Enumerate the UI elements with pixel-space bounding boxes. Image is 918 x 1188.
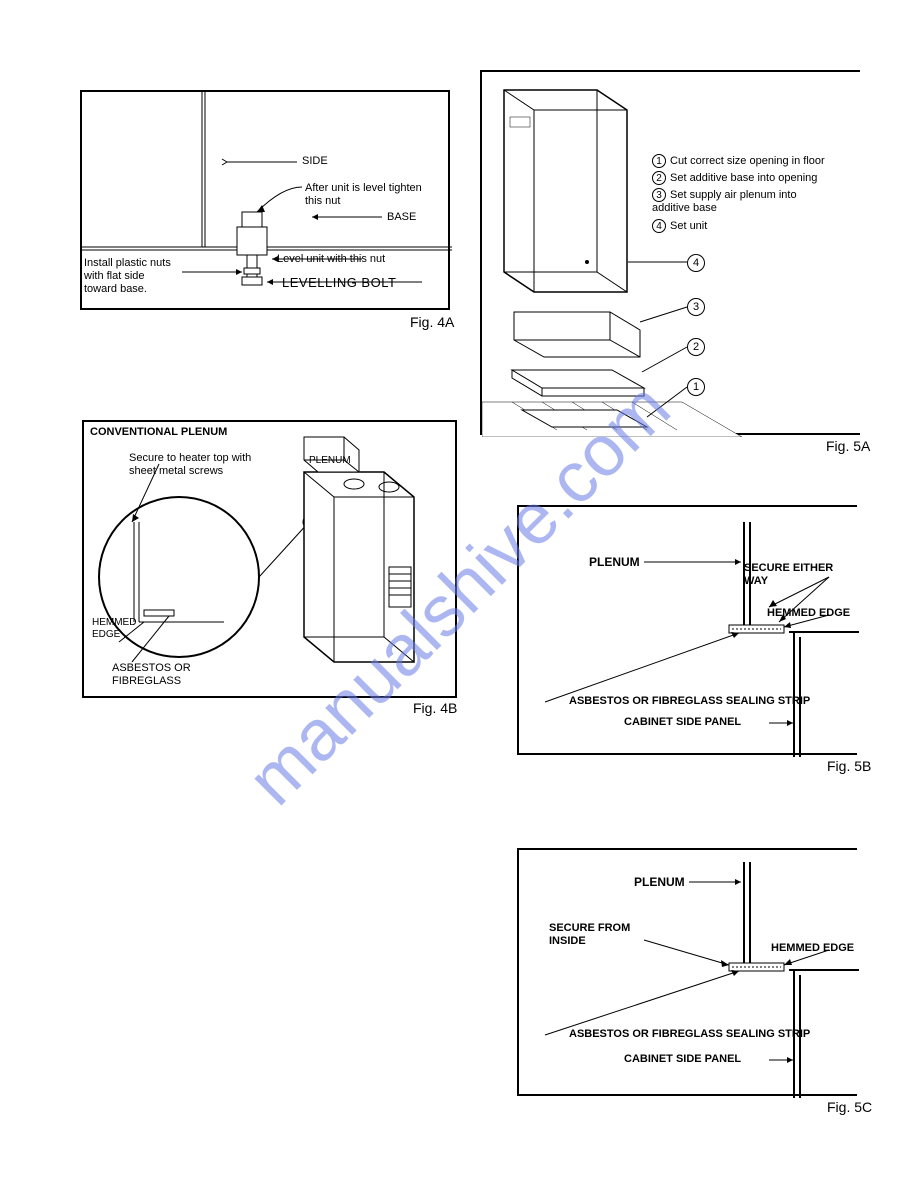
fig4b-hemmed-label: HEMMED EDGE — [92, 617, 136, 641]
fig5a-diagram — [482, 72, 862, 437]
fig5a-panel: 1 Cut correct size opening in floor 2 Set … — [480, 70, 860, 435]
fig5b-cabinet-label: CABINET SIDE PANEL — [624, 716, 741, 729]
fig5b-plenum-label: PLENUM — [589, 555, 640, 569]
fig5a-step3-text: Set supply air plenum into additive base — [652, 189, 797, 214]
fig5b-panel: PLENUM SECURE EITHER WAY HEMMED EDGE ASB… — [517, 505, 857, 755]
fig4b-caption: Fig. 4B — [413, 700, 457, 716]
circle-num-icon: 1 — [652, 154, 666, 168]
fig5a-callout-1: 1 — [687, 378, 705, 396]
fig5a-callout-3: 3 — [687, 298, 705, 316]
fig5a-step2: 2 Set additive base into opening — [652, 171, 817, 185]
fig5a-step4: 4 Set unit — [652, 219, 707, 233]
fig4a-afterlevel-label: After unit is level tighten this nut — [305, 182, 422, 208]
fig5a-step1-text: Cut correct size opening in floor — [670, 155, 825, 167]
fig5c-plenum-label: PLENUM — [634, 875, 685, 889]
fig4a-panel: SIDE After unit is level tighten this nu… — [80, 90, 450, 310]
fig5b-hemmed-label: HEMMED EDGE — [767, 607, 850, 620]
fig5c-secure-label: SECURE FROM INSIDE — [549, 922, 630, 948]
fig4a-side-label: SIDE — [302, 155, 328, 168]
fig4a-installnuts-label: Install plastic nuts with flat side towa… — [84, 257, 171, 297]
fig5a-step3: 3Set supply air plenum into additive bas… — [652, 188, 797, 215]
fig4b-plenum-label: PLENUM — [309, 455, 351, 467]
fig5a-step4-text: Set unit — [670, 220, 707, 232]
fig5a-callout-4: 4 — [687, 254, 705, 272]
fig5c-asbestos-label: ASBESTOS OR FIBREGLASS SEALING STRIP — [569, 1028, 810, 1041]
fig5b-asbestos-label: ASBESTOS OR FIBREGLASS SEALING STRIP — [569, 695, 810, 708]
fig5a-caption: Fig. 5A — [826, 438, 870, 454]
fig4b-panel: CONVENTIONAL PLENUM Secure to heater top… — [82, 420, 457, 698]
fig5a-step2-text: Set additive base into opening — [670, 172, 817, 184]
fig4b-secure-label: Secure to heater top with sheet metal sc… — [129, 452, 251, 478]
fig4a-levellingbolt-label: LEVELLING BOLT — [282, 275, 396, 291]
fig5c-panel: PLENUM SECURE FROM INSIDE HEMMED EDGE AS… — [517, 848, 857, 1096]
fig5a-step1: 1 Cut correct size opening in floor — [652, 154, 825, 168]
fig4a-levelnut-label: Level unit with this nut — [277, 253, 385, 266]
fig5c-cabinet-label: CABINET SIDE PANEL — [624, 1053, 741, 1066]
circle-num-icon: 3 — [652, 188, 666, 202]
fig5a-callout-2: 2 — [687, 338, 705, 356]
fig5c-caption: Fig. 5C — [827, 1099, 872, 1115]
circle-num-icon: 2 — [652, 171, 666, 185]
fig5b-secure-label: SECURE EITHER WAY — [744, 562, 857, 588]
fig4b-asbestos-label: ASBESTOS OR FIBREGLASS — [112, 662, 191, 688]
fig5c-hemmed-label: HEMMED EDGE — [771, 942, 854, 955]
fig4b-convplenum-label: CONVENTIONAL PLENUM — [90, 426, 227, 439]
fig5b-caption: Fig. 5B — [827, 758, 871, 774]
fig4a-caption: Fig. 4A — [410, 314, 454, 330]
circle-num-icon: 4 — [652, 219, 666, 233]
fig4a-base-label: BASE — [387, 211, 416, 224]
